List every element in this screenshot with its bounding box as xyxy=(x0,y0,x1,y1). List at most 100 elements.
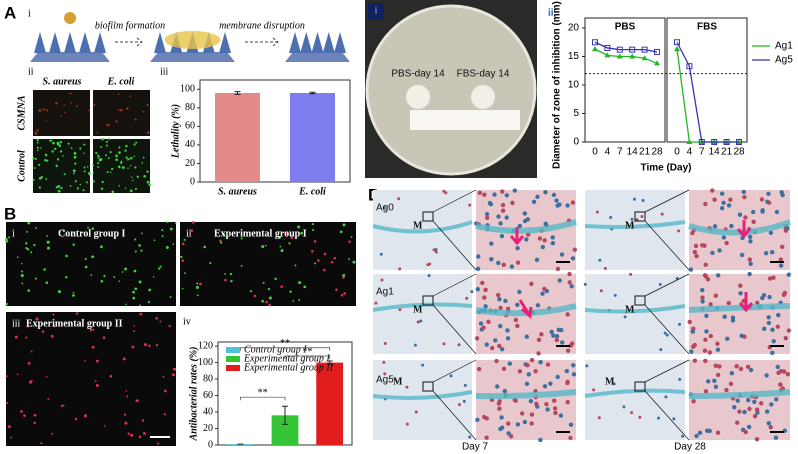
needle xyxy=(300,32,313,53)
cell xyxy=(44,159,47,161)
cell xyxy=(53,147,57,151)
bacterium xyxy=(64,12,76,24)
tissue xyxy=(462,399,466,403)
cell xyxy=(131,176,133,178)
cell xyxy=(134,187,138,190)
tissue xyxy=(525,363,530,368)
cell xyxy=(130,433,134,437)
tissue xyxy=(554,198,559,203)
cell xyxy=(118,146,121,149)
cell xyxy=(74,180,77,183)
cell xyxy=(317,259,320,262)
tissue xyxy=(774,397,779,402)
tissue xyxy=(552,398,557,403)
tissue xyxy=(768,424,773,430)
cell xyxy=(59,141,62,144)
cell xyxy=(134,118,137,121)
cell xyxy=(172,243,175,246)
cell xyxy=(20,410,23,413)
tissue xyxy=(771,338,776,344)
tissue xyxy=(703,262,708,268)
marker-label: M xyxy=(625,220,635,231)
cell xyxy=(59,150,63,153)
tissue xyxy=(534,257,540,262)
tissue xyxy=(568,435,573,441)
panel-title: FBS xyxy=(697,22,717,33)
tissue xyxy=(785,372,791,377)
cell xyxy=(274,277,277,281)
tissue xyxy=(713,293,719,298)
tissue xyxy=(570,256,576,261)
cell xyxy=(121,166,125,169)
histology xyxy=(585,360,685,440)
tissue xyxy=(707,428,712,434)
y-tick-label: 0 xyxy=(208,439,213,450)
tissue xyxy=(517,223,523,229)
cell xyxy=(38,177,42,180)
tissue xyxy=(405,422,409,426)
cell xyxy=(92,328,95,331)
cell xyxy=(95,384,99,387)
cell xyxy=(298,281,302,285)
cell xyxy=(285,232,289,236)
tissue xyxy=(529,412,535,417)
cell xyxy=(58,144,62,148)
tissue-band xyxy=(475,219,577,234)
cell xyxy=(72,172,75,175)
cell xyxy=(342,276,345,279)
tissue xyxy=(702,348,708,353)
tissue xyxy=(519,411,525,416)
cell xyxy=(209,261,212,265)
arrow xyxy=(738,292,754,313)
cell xyxy=(155,344,159,347)
marker xyxy=(629,46,636,53)
legend-label: Ag1 xyxy=(775,41,793,52)
tissue xyxy=(730,318,736,323)
tissue xyxy=(707,350,713,355)
tissue xyxy=(524,334,530,339)
tissue xyxy=(544,401,549,407)
tissue xyxy=(681,434,685,438)
tissue xyxy=(585,364,589,368)
zoom-lines xyxy=(432,273,477,355)
tissue xyxy=(725,336,730,342)
cell xyxy=(153,239,156,242)
marker xyxy=(616,46,623,53)
y-tick-label: 5 xyxy=(573,108,579,119)
cell xyxy=(352,260,356,264)
cell xyxy=(133,325,136,327)
tissue xyxy=(710,188,715,193)
cell xyxy=(300,231,304,235)
tissue xyxy=(517,369,523,374)
legend-swatch xyxy=(226,356,240,362)
cell xyxy=(34,157,38,160)
cell xyxy=(265,300,268,304)
cell xyxy=(312,229,315,232)
tissue xyxy=(482,295,487,300)
tissue xyxy=(775,364,780,370)
substrate xyxy=(150,52,235,62)
cell xyxy=(88,171,91,175)
arrow xyxy=(245,37,279,47)
cell xyxy=(98,155,101,158)
tissue xyxy=(487,200,493,206)
tissue xyxy=(504,215,509,220)
cell xyxy=(27,221,31,225)
cell xyxy=(181,242,185,246)
cell xyxy=(95,151,98,154)
tissue xyxy=(475,286,480,292)
tissue xyxy=(489,257,494,262)
y-tick-label: 0 xyxy=(190,176,195,187)
tissue xyxy=(703,389,709,394)
zoom-lines xyxy=(644,189,690,271)
x-tick-label: S. aureus xyxy=(218,186,257,197)
tissue xyxy=(489,241,494,246)
tissue xyxy=(713,363,719,368)
tissue xyxy=(496,260,501,266)
cell xyxy=(50,334,54,338)
cell xyxy=(126,395,129,398)
cell xyxy=(96,359,99,363)
cell xyxy=(146,103,149,106)
cell xyxy=(129,164,132,167)
tissue xyxy=(457,343,461,347)
